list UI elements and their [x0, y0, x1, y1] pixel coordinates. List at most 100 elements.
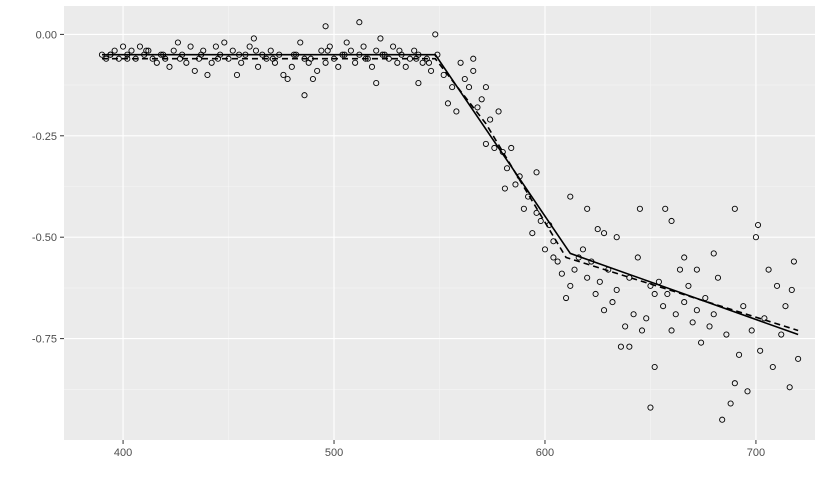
data-point: [638, 327, 646, 334]
data-point: [457, 59, 464, 66]
y-tick-label: -0.50: [32, 232, 57, 244]
data-point: [499, 148, 506, 156]
data-point: [174, 39, 181, 46]
data-point: [396, 47, 403, 54]
data-point: [672, 311, 679, 318]
data-point: [660, 303, 667, 310]
data-point: [681, 254, 688, 261]
data-point: [176, 55, 184, 62]
data-point: [617, 343, 624, 350]
data-point: [269, 55, 276, 62]
data-point: [242, 51, 249, 58]
data-point: [322, 59, 329, 66]
x-tick-label: 500: [325, 447, 343, 459]
data-point: [368, 63, 376, 70]
data-point: [347, 47, 354, 54]
data-point: [187, 43, 194, 50]
data-point: [769, 363, 776, 371]
data-point: [478, 96, 485, 103]
data-point: [795, 355, 802, 362]
data-point: [124, 55, 131, 62]
data-point: [537, 217, 544, 225]
data-point: [710, 311, 717, 318]
data-point: [288, 63, 295, 70]
data-point: [651, 363, 658, 371]
data-point: [626, 343, 633, 350]
data-point: [402, 63, 409, 70]
data-point: [343, 39, 350, 46]
data-point: [322, 23, 329, 30]
data-point: [482, 140, 489, 147]
data-point: [731, 205, 738, 212]
data-point: [267, 47, 274, 54]
data-point: [381, 51, 388, 58]
grid-minor: [64, 6, 815, 440]
data-point: [689, 319, 696, 326]
data-point: [252, 47, 260, 54]
data-point: [731, 380, 738, 387]
data-point: [525, 193, 532, 200]
data-point: [364, 55, 371, 62]
data-point: [520, 205, 527, 212]
data-point: [554, 258, 561, 265]
data-point: [693, 307, 700, 314]
data-point: [339, 51, 346, 58]
data-point: [229, 47, 236, 54]
data-point: [613, 286, 620, 293]
x-tick-label: 400: [114, 447, 132, 459]
data-point: [318, 47, 325, 54]
data-point: [788, 286, 795, 293]
y-tick-label: 0.00: [36, 29, 57, 41]
data-point: [482, 84, 489, 91]
data-point: [596, 278, 603, 285]
data-point: [790, 258, 797, 265]
data-point: [685, 282, 692, 289]
data-point: [516, 173, 523, 180]
data-point: [588, 258, 595, 265]
data-point: [655, 278, 662, 285]
data-point: [579, 246, 586, 253]
data-point: [773, 282, 781, 289]
data-point: [309, 75, 316, 83]
data-point: [676, 266, 684, 273]
data-point: [698, 339, 705, 346]
data-point: [157, 51, 165, 58]
data-point: [575, 254, 582, 261]
data-point: [352, 59, 359, 66]
data-point: [563, 294, 570, 302]
data-point: [634, 254, 641, 261]
x-axis: 400 500 600 700: [114, 440, 765, 459]
data-point: [651, 290, 658, 298]
data-point: [293, 51, 300, 58]
data-point: [115, 55, 122, 62]
data-point: [491, 144, 498, 152]
data-point: [341, 51, 348, 58]
data-point: [744, 388, 751, 395]
data-point: [643, 315, 650, 322]
data-point: [584, 274, 591, 281]
data-point: [529, 230, 536, 237]
data-point: [558, 270, 565, 277]
data-point: [503, 165, 511, 172]
data-point: [107, 51, 114, 58]
data-point: [314, 67, 321, 74]
data-point: [280, 71, 287, 79]
data-point: [356, 51, 363, 58]
data-point: [198, 51, 205, 58]
data-point: [584, 205, 591, 212]
data-point: [301, 92, 308, 99]
data-point: [609, 299, 616, 306]
x-tick-label: 600: [536, 447, 554, 459]
data-point: [453, 108, 460, 115]
data-point: [415, 80, 422, 87]
data-point: [668, 327, 675, 334]
data-point: [103, 55, 110, 62]
data-point: [330, 55, 338, 62]
data-point: [128, 47, 135, 54]
data-point: [385, 55, 392, 62]
data-point: [501, 185, 508, 192]
data-point: [727, 400, 734, 407]
data-point: [594, 226, 601, 233]
data-point: [132, 55, 139, 62]
